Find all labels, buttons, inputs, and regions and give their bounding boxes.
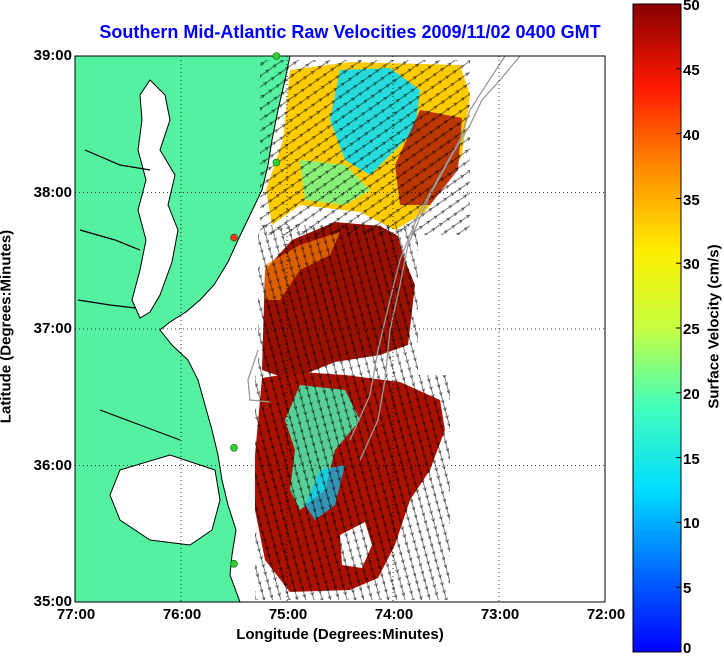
y-tick-label: 38:00 bbox=[33, 184, 72, 201]
x-tick-label: 77:00 bbox=[56, 606, 96, 623]
x-tick-label: 72:00 bbox=[586, 606, 626, 623]
x-tick-label: 73:00 bbox=[480, 606, 520, 623]
colorbar-tick-label: 15 bbox=[683, 451, 700, 468]
colorbar-tick-label: 20 bbox=[683, 386, 700, 403]
river-4 bbox=[99, 409, 181, 441]
bathymetry-contour-3 bbox=[247, 349, 271, 403]
pamlico-sound bbox=[109, 454, 221, 546]
colorbar-ticks bbox=[676, 3, 681, 653]
arrows-south bbox=[255, 375, 450, 600]
y-tick-label: 35:00 bbox=[33, 593, 72, 610]
colorbar-tick-label: 25 bbox=[683, 321, 700, 338]
y-tick-label: 37:00 bbox=[33, 320, 72, 337]
station-marker bbox=[230, 233, 238, 242]
colorbar-tick-label: 30 bbox=[683, 256, 700, 273]
plot-frame bbox=[74, 55, 606, 603]
station-marker bbox=[272, 158, 281, 167]
river-3 bbox=[77, 299, 136, 309]
station-marker bbox=[272, 52, 281, 60]
bathymetry-contour-1 bbox=[359, 56, 521, 461]
colorbar-tick-label: 5 bbox=[683, 580, 692, 597]
colorbar-tick-label: 40 bbox=[683, 127, 700, 144]
x-axis-label: Longitude (Degrees:Minutes) bbox=[236, 626, 444, 643]
y-tick-label: 36:00 bbox=[33, 457, 72, 474]
y-axis-label: Latitude (Degrees:Minutes) bbox=[0, 229, 15, 424]
colorbar-tick-label: 35 bbox=[683, 192, 700, 209]
colorbar-label: Surface Velocity (cm/s) bbox=[705, 244, 723, 409]
station-marker bbox=[230, 443, 238, 452]
map-title: Southern Mid-Atlantic Raw Velocities 200… bbox=[99, 22, 601, 42]
river-1 bbox=[84, 149, 151, 171]
chesapeake-bay bbox=[131, 79, 179, 319]
x-tick-label: 76:00 bbox=[162, 606, 202, 623]
bathymetry-contour-2 bbox=[349, 56, 506, 441]
colorbar-tick-label: 45 bbox=[683, 62, 700, 79]
colorbar bbox=[632, 3, 682, 653]
river-2 bbox=[79, 229, 141, 251]
colorbar-tick-label: 10 bbox=[683, 515, 700, 532]
velocity-field bbox=[255, 60, 470, 600]
colorbar-tick-label: 0 bbox=[683, 640, 692, 657]
y-tick-label: 39:00 bbox=[33, 47, 72, 64]
station-marker bbox=[230, 559, 238, 568]
x-tick-label: 75:00 bbox=[268, 606, 308, 623]
grid bbox=[75, 56, 605, 602]
colorbar-tick-label: 50 bbox=[683, 0, 700, 14]
station-markers bbox=[230, 52, 281, 568]
x-tick-label: 74:00 bbox=[374, 606, 414, 623]
arrows-north bbox=[260, 60, 470, 235]
arrows-middle bbox=[258, 225, 418, 375]
